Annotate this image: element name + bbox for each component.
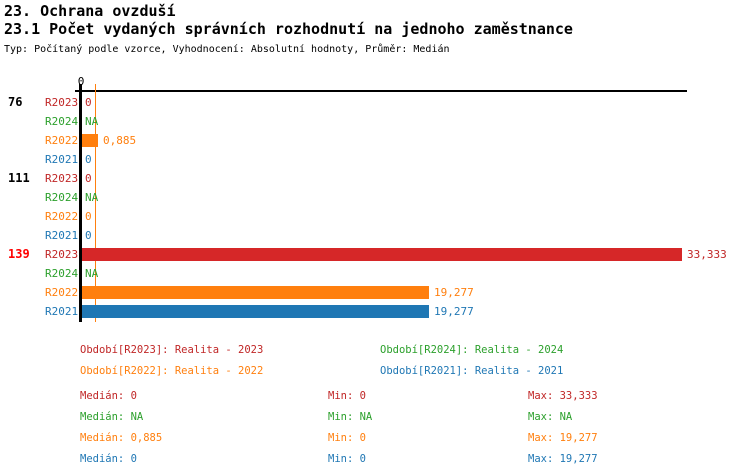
bar-value-label: 0,885	[103, 134, 137, 147]
bar-value-label: 0	[85, 96, 92, 109]
bar-value-label: NA	[85, 191, 99, 204]
chart-type-line: Typ: Počítaný podle vzorce, Vyhodnocení:…	[4, 44, 450, 55]
group-label: 111	[8, 171, 30, 185]
stat-max-r2021: Max: 19,277	[528, 453, 598, 465]
bar-value-label: 0	[85, 172, 92, 185]
bar	[82, 286, 429, 299]
bar-value-label: 0	[85, 153, 92, 166]
row-series-label: R2023	[45, 96, 79, 109]
row-series-label: R2022	[45, 134, 79, 147]
legend-item-r2024: Období[R2024]: Realita - 2024	[380, 344, 564, 356]
stat-min-r2023: Min: 0	[328, 390, 366, 402]
page-title: 23. Ochrana ovzduší	[4, 2, 176, 20]
stat-min-r2024: Min: NA	[328, 411, 373, 423]
bar-value-label: 19,277	[434, 286, 474, 299]
stat-median-r2023: Medián: 0	[80, 390, 137, 402]
stat-max-r2022: Max: 19,277	[528, 432, 598, 444]
bar-value-label: 0	[85, 229, 92, 242]
axis-zero-tick-label: 0	[77, 75, 85, 88]
stat-median-r2024: Medián: NA	[80, 411, 144, 423]
bar	[82, 134, 98, 147]
stat-max-r2024: Max: NA	[528, 411, 573, 423]
row-series-label: R2024	[45, 267, 79, 280]
row-series-label: R2021	[45, 153, 79, 166]
legend-item-r2021: Období[R2021]: Realita - 2021	[380, 365, 564, 377]
stat-min-r2021: Min: 0	[328, 453, 366, 465]
stat-median-r2021: Medián: 0	[80, 453, 137, 465]
row-series-label: R2023	[45, 172, 79, 185]
stat-max-r2023: Max: 33,333	[528, 390, 598, 402]
median-marker-line	[95, 84, 96, 322]
bar-value-label: 33,333	[687, 248, 727, 261]
page-subtitle: 23.1 Počet vydaných správních rozhodnutí…	[4, 20, 573, 38]
legend-item-r2022: Období[R2022]: Realita - 2022	[80, 365, 264, 377]
bar	[82, 305, 429, 318]
x-axis-line	[75, 90, 687, 92]
row-series-label: R2024	[45, 191, 79, 204]
stat-min-r2022: Min: 0	[328, 432, 366, 444]
row-series-label: R2022	[45, 286, 79, 299]
bar	[82, 248, 682, 261]
bar-value-label: 0	[85, 210, 92, 223]
row-series-label: R2021	[45, 229, 79, 242]
bar-value-label: 19,277	[434, 305, 474, 318]
bar-value-label: NA	[85, 115, 99, 128]
row-series-label: R2022	[45, 210, 79, 223]
legend-item-r2023: Období[R2023]: Realita - 2023	[80, 344, 264, 356]
row-series-label: R2021	[45, 305, 79, 318]
y-axis-line	[79, 84, 82, 322]
group-label: 139	[8, 247, 30, 261]
bar-value-label: NA	[85, 267, 99, 280]
row-series-label: R2023	[45, 248, 79, 261]
row-series-label: R2024	[45, 115, 79, 128]
group-label: 76	[8, 95, 23, 109]
stat-median-r2022: Medián: 0,885	[80, 432, 163, 444]
